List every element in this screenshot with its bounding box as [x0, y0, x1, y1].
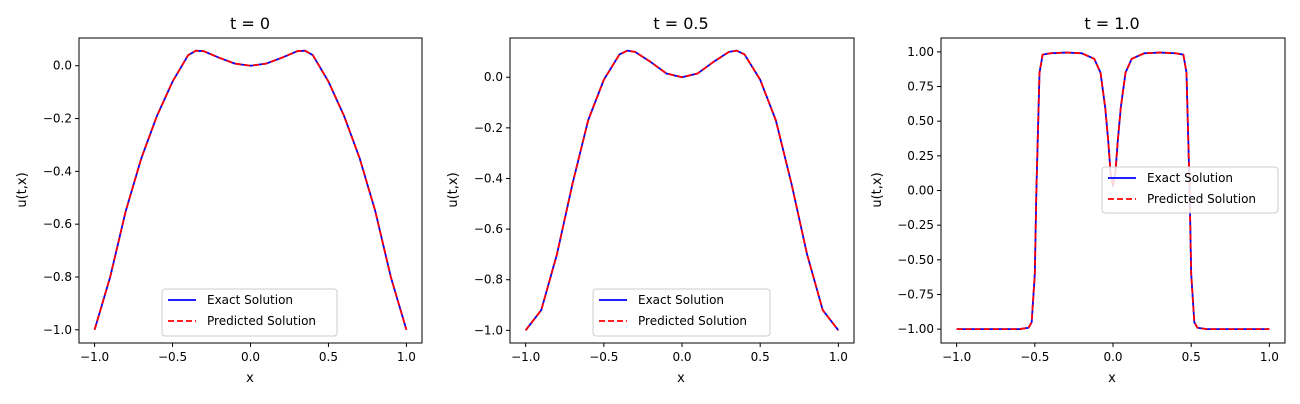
- x-axis-label: x: [246, 371, 254, 386]
- x-axis-label: x: [1108, 371, 1116, 386]
- x-tick-label: 1.0: [397, 350, 416, 364]
- x-tick-label: 0.0: [1103, 350, 1122, 364]
- y-tick-label: 0.25: [907, 149, 934, 163]
- x-tick-label: −0.5: [158, 350, 187, 364]
- y-tick-label: −0.4: [474, 171, 503, 185]
- x-tick-label: −1.0: [942, 350, 971, 364]
- y-tick-label: −0.25: [897, 218, 934, 232]
- series-line-predicted: [93, 49, 408, 331]
- y-tick-label: 0.0: [484, 70, 503, 84]
- series-line-exact: [524, 49, 840, 331]
- subplot-title: t = 1.0: [1084, 14, 1139, 33]
- y-tick-label: −0.6: [43, 217, 72, 231]
- legend: Exact Solution Predicted Solution: [592, 288, 771, 337]
- x-tick-label: 0.0: [241, 350, 260, 364]
- x-tick-label: 0.0: [672, 350, 691, 364]
- y-tick-label: 1.00: [907, 45, 934, 59]
- x-tick-label: −1.0: [80, 350, 109, 364]
- y-tick-label: 0.75: [907, 80, 934, 94]
- x-tick-label: 0.5: [1182, 350, 1201, 364]
- subplot-title: t = 0: [230, 14, 270, 33]
- x-axis-label: x: [677, 371, 685, 386]
- y-axis-label: u(t,x): [870, 172, 885, 207]
- y-tick-label: −0.8: [474, 273, 503, 287]
- legend-label: Predicted Solution: [207, 314, 316, 328]
- series-line-predicted: [524, 49, 840, 331]
- y-tick-label: −1.0: [474, 323, 503, 337]
- x-tick-label: 0.5: [319, 350, 338, 364]
- x-tick-label: −0.5: [1020, 350, 1049, 364]
- legend-label: Exact Solution: [638, 293, 724, 307]
- x-tick-label: 0.5: [751, 350, 770, 364]
- legend-box: [161, 288, 338, 337]
- y-axis-label: u(t,x): [15, 172, 30, 207]
- legend-box: [592, 288, 771, 337]
- y-axis-label: u(t,x): [446, 172, 461, 207]
- y-tick-label: −1.00: [897, 322, 934, 336]
- y-tick-label: 0.50: [907, 114, 934, 128]
- legend-label: Predicted Solution: [1147, 192, 1256, 206]
- x-tick-label: 1.0: [829, 350, 848, 364]
- legend-label: Exact Solution: [207, 293, 293, 307]
- legend: Exact Solution Predicted Solution: [1101, 166, 1279, 214]
- legend-label: Exact Solution: [1147, 171, 1233, 185]
- subplot-t0: t = 0 x u(t,x) −1.0 −0.5 0.0 0.5 1.0 −1.0 −0.8…: [15, 14, 423, 386]
- y-tick-label: −0.6: [474, 222, 503, 236]
- legend-box: [1101, 166, 1279, 214]
- y-tick-label: 0.0: [53, 59, 72, 73]
- y-tick-label: −1.0: [43, 323, 72, 337]
- y-tick-label: −0.50: [897, 253, 934, 267]
- y-tick-label: −0.8: [43, 270, 72, 284]
- legend-label: Predicted Solution: [638, 314, 747, 328]
- x-tick-label: 1.0: [1260, 350, 1279, 364]
- x-tick-label: −0.5: [589, 350, 618, 364]
- series-line-exact: [93, 49, 408, 331]
- subplot-title: t = 0.5: [653, 14, 708, 33]
- subplot-t10: t = 1.0 x u(t,x) −1.0 −0.5 0.0 0.5 1.0 −1.00 −…: [870, 14, 1286, 386]
- y-tick-label: −0.75: [897, 287, 934, 301]
- y-tick-label: −0.4: [43, 164, 72, 178]
- legend: Exact Solution Predicted Solution: [161, 288, 338, 337]
- x-tick-label: −1.0: [511, 350, 540, 364]
- y-tick-label: −0.2: [43, 112, 72, 126]
- y-tick-label: 0.00: [907, 184, 934, 198]
- y-tick-label: −0.2: [474, 121, 503, 135]
- subplot-t05: t = 0.5 x u(t,x) −1.0 −0.5 0.0 0.5 1.0 −1.0 −0…: [446, 14, 855, 386]
